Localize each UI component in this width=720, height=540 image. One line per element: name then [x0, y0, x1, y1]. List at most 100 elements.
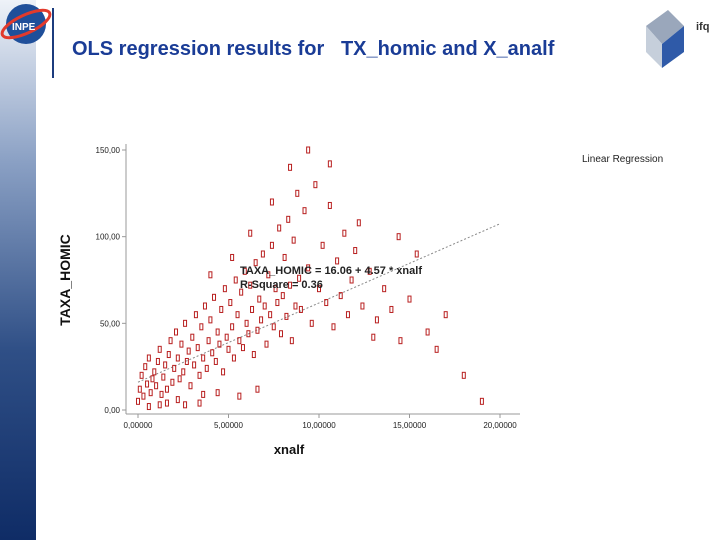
data-point [161, 373, 166, 381]
data-point [407, 295, 412, 303]
data-point [338, 292, 343, 300]
data-point [269, 241, 274, 249]
data-point [226, 345, 231, 353]
data-point [146, 403, 151, 411]
data-point [298, 305, 303, 313]
data-point [237, 337, 242, 345]
data-point [168, 337, 173, 345]
data-point [230, 323, 235, 331]
data-point [202, 302, 207, 310]
data-point [146, 354, 151, 362]
data-point [164, 385, 169, 393]
data-point [222, 285, 227, 293]
data-point [164, 399, 169, 407]
data-point [396, 233, 401, 241]
y-tick-label: 0,00 [104, 406, 120, 415]
y-tick-label: 150,00 [96, 146, 121, 155]
data-point [143, 363, 148, 371]
data-point [233, 276, 238, 284]
data-point [269, 198, 274, 206]
y-tick-label: 50,00 [100, 319, 121, 328]
data-point [371, 333, 376, 341]
data-point [240, 344, 245, 352]
data-point [201, 354, 206, 362]
data-point [172, 364, 177, 372]
data-point [253, 259, 258, 267]
data-point [271, 323, 276, 331]
data-point [414, 250, 419, 258]
data-point [317, 285, 321, 293]
data-point [184, 357, 189, 365]
data-point [242, 267, 247, 275]
data-point [212, 293, 217, 301]
data-point [275, 299, 280, 307]
legend-label: Linear Regression [582, 154, 663, 165]
data-point [284, 312, 289, 320]
data-point [297, 274, 302, 282]
y-axis-label: TAXA_HOMIC [57, 234, 73, 326]
data-point [154, 382, 159, 390]
data-point [327, 160, 332, 168]
data-point [179, 340, 184, 348]
data-point [213, 357, 218, 365]
data-point [188, 382, 193, 390]
data-point [248, 281, 253, 289]
data-point [293, 302, 298, 310]
data-point [286, 215, 291, 223]
data-point [224, 333, 229, 341]
data-point [181, 368, 186, 376]
data-point [163, 361, 168, 369]
data-point [324, 299, 329, 307]
data-point [389, 305, 394, 313]
regression-chart: 0,00 50,00 100,00 150,00 0,00000 5,00000 10,00… [40, 140, 720, 470]
data-point [217, 340, 222, 348]
data-point [157, 345, 162, 353]
r-square-label: R-Square = 0.36 [240, 279, 323, 291]
data-point [250, 305, 255, 313]
data-point [309, 319, 314, 327]
data-point [137, 385, 142, 393]
data-point [461, 371, 466, 379]
x-axis-label: xnalf [274, 442, 305, 457]
data-point [155, 357, 160, 365]
data-point [175, 354, 180, 362]
data-point [425, 328, 430, 336]
data-point [342, 229, 347, 237]
data-point [349, 276, 354, 284]
data-point [479, 397, 484, 405]
data-point [208, 271, 213, 279]
data-point [157, 401, 162, 409]
x-tick-label: 15,00000 [393, 421, 427, 430]
data-point [150, 375, 155, 383]
data-point [186, 347, 191, 355]
data-point [331, 323, 336, 331]
data-point [266, 271, 271, 279]
data-point [280, 292, 285, 300]
x-tick-label: 5,00000 [214, 421, 243, 430]
data-point [166, 351, 171, 359]
left-decorative-band [0, 0, 36, 540]
data-point [141, 392, 146, 400]
data-point [282, 253, 287, 261]
y-tick-label: 100,00 [96, 233, 121, 242]
data-point [345, 311, 350, 319]
data-point [190, 333, 195, 341]
data-point [289, 337, 294, 345]
x-tick-label: 20,00000 [483, 421, 517, 430]
data-point [302, 207, 307, 215]
header-divider [52, 8, 54, 78]
data-point [264, 340, 269, 348]
data-point [259, 316, 264, 324]
data-point [197, 371, 202, 379]
data-point [273, 285, 278, 293]
regression-equation: TAXA_HOMIC = 16.06 + 4.57 * xnalf [240, 265, 422, 277]
data-point [327, 201, 332, 209]
data-point [201, 390, 206, 398]
data-point [278, 330, 283, 338]
data-point [335, 257, 340, 265]
regression-line [137, 223, 501, 383]
data-point [262, 302, 267, 310]
data-point [398, 337, 403, 345]
data-point [313, 181, 318, 189]
data-point [159, 390, 164, 398]
